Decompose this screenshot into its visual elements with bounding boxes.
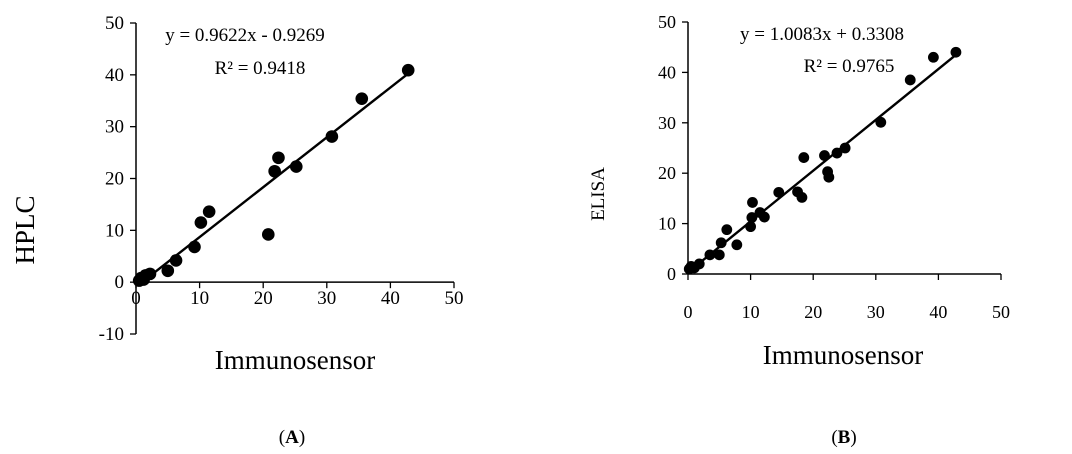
data-point bbox=[194, 216, 208, 229]
x-tick-label: 0 bbox=[684, 302, 693, 322]
data-point bbox=[202, 205, 216, 218]
data-point bbox=[704, 249, 716, 261]
data-point bbox=[731, 239, 743, 251]
x-tick-label: 40 bbox=[929, 302, 947, 322]
x-tick-label: 50 bbox=[992, 302, 1010, 322]
trendline bbox=[688, 53, 957, 273]
r-squared-label: R² = 0.9418 bbox=[215, 58, 306, 79]
x-tick-label: 10 bbox=[742, 302, 760, 322]
y-tick-label: 10 bbox=[105, 220, 124, 241]
data-point bbox=[819, 150, 830, 161]
data-point bbox=[289, 160, 303, 173]
data-point bbox=[161, 264, 175, 278]
data-point bbox=[839, 142, 851, 154]
data-point bbox=[823, 171, 835, 183]
panel-label: (A) bbox=[279, 427, 305, 448]
y-tick-label: 30 bbox=[658, 113, 676, 133]
data-point bbox=[904, 74, 916, 86]
y-tick-label: 0 bbox=[667, 264, 676, 284]
data-point bbox=[758, 211, 770, 223]
x-tick-label: 30 bbox=[867, 302, 885, 322]
y-tick-label: 20 bbox=[105, 169, 124, 190]
data-point bbox=[188, 240, 201, 254]
x-tick-label: 30 bbox=[317, 288, 336, 309]
data-point bbox=[272, 151, 285, 165]
data-point bbox=[745, 221, 756, 233]
x-tick-label: 40 bbox=[381, 288, 400, 309]
data-point bbox=[715, 237, 727, 249]
data-point bbox=[831, 147, 843, 159]
data-point bbox=[169, 254, 183, 267]
data-point bbox=[950, 46, 962, 58]
trendline-equation: y = 0.9622x - 0.9269 bbox=[165, 25, 325, 46]
x-tick-label: 50 bbox=[445, 288, 464, 309]
trendline bbox=[138, 72, 409, 286]
data-point bbox=[875, 116, 887, 128]
y-tick-label: 50 bbox=[105, 13, 124, 34]
y-axis-label: ELISA bbox=[588, 167, 609, 221]
data-point bbox=[798, 152, 810, 163]
data-point bbox=[747, 197, 758, 208]
data-point bbox=[268, 164, 281, 178]
y-tick-label: 20 bbox=[658, 163, 676, 183]
data-point bbox=[401, 63, 415, 77]
x-tick-label: 20 bbox=[804, 302, 822, 322]
data-point bbox=[796, 191, 808, 203]
x-tick-label: 0 bbox=[131, 288, 141, 309]
y-tick-label: 40 bbox=[658, 62, 676, 82]
y-axis-label: HPLC bbox=[10, 195, 40, 264]
data-point bbox=[355, 92, 369, 105]
x-axis-label: Immunosensor bbox=[215, 345, 375, 375]
trendline-equation: y = 1.0083x + 0.3308 bbox=[740, 24, 904, 45]
data-point bbox=[143, 267, 157, 281]
y-tick-label: 50 bbox=[658, 12, 676, 32]
y-tick-label: 30 bbox=[105, 117, 124, 138]
data-point bbox=[927, 51, 939, 63]
x-axis-label: Immunosensor bbox=[763, 340, 923, 370]
x-tick-label: 10 bbox=[190, 288, 209, 309]
scatter-plot-b: 0 10 20 30 40 50 0 10 20 30 40 50 y = 1.0083x + 0.33… bbox=[588, 12, 1010, 448]
y-tick-label: 40 bbox=[105, 65, 124, 86]
data-point bbox=[721, 224, 733, 236]
r-squared-label: R² = 0.9765 bbox=[804, 56, 895, 77]
scatter-plot-a: -10 0 10 20 30 40 50 0 10 20 30 40 50 y = 0.9622x - 0… bbox=[10, 13, 464, 448]
y-tick-label: -10 bbox=[99, 324, 124, 345]
data-point bbox=[746, 212, 758, 223]
data-point bbox=[693, 258, 705, 270]
data-point bbox=[773, 186, 785, 198]
data-point bbox=[325, 130, 339, 143]
data-point bbox=[713, 249, 725, 261]
y-tick-label: 10 bbox=[658, 214, 676, 234]
x-tick-label: 20 bbox=[254, 288, 273, 309]
data-point bbox=[261, 228, 275, 241]
y-tick-label: 0 bbox=[115, 272, 125, 293]
panel-label: (B) bbox=[831, 427, 856, 448]
